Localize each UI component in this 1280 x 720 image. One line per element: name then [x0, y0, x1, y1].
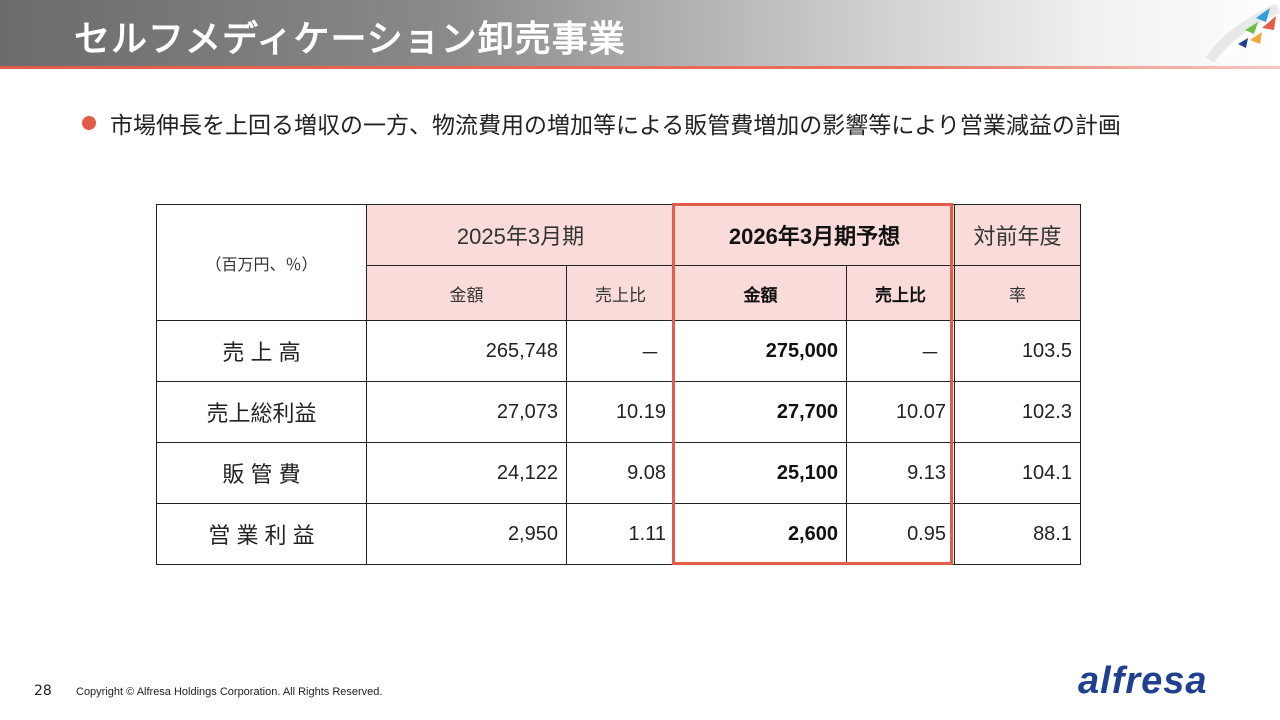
row-label: 売上総利益 [156, 381, 367, 443]
company-logo: alfresa [1078, 660, 1208, 702]
table-row: 販 管 費 24,122 9.08 25,100 9.13 104.1 [156, 442, 1081, 504]
plan-ratio: 10.07 [846, 381, 955, 443]
period-plan-header: 2026年3月期予想 [674, 204, 955, 266]
row-label: 営 業 利 益 [156, 503, 367, 565]
bullet-dot-icon [82, 116, 96, 130]
prev-amount: 24,122 [366, 442, 567, 504]
plan-amount: 27,700 [674, 381, 847, 443]
summary-text: 市場伸長を上回る増収の一方、物流費用の増加等による販管費増加の影響等により営業減… [110, 113, 1121, 139]
header-accent-line [0, 66, 1280, 69]
header-bar: セルフメディケーション卸売事業 [0, 0, 1280, 66]
yoy-rate-header: 率 [954, 265, 1081, 321]
plan-ratio: 9.13 [846, 442, 955, 504]
prev-amount: 265,748 [366, 320, 567, 382]
table-row: 売 上 高 265,748 － 275,000 － 103.5 [156, 320, 1081, 382]
prev-amount: 27,073 [366, 381, 567, 443]
row-label: 売 上 高 [156, 320, 367, 382]
prev-ratio: 9.08 [566, 442, 675, 504]
plan-ratio: － [846, 320, 955, 382]
page-title: セルフメディケーション卸売事業 [74, 19, 626, 60]
prev-ratio: 10.19 [566, 381, 675, 443]
prev-amount: 2,950 [366, 503, 567, 565]
financial-table: （百万円、％） 2025年3月期 2026年3月期予想 対前年度 金額 売上比 … [156, 204, 1081, 565]
brand-mark-icon [1205, 3, 1280, 64]
prev-ratio: － [566, 320, 675, 382]
yoy-rate: 102.3 [954, 381, 1081, 443]
table-row: 売上総利益 27,073 10.19 27,700 10.07 102.3 [156, 381, 1081, 443]
summary-bullet: 市場伸長を上回る増収の一方、物流費用の増加等による販管費増加の影響等により営業減… [82, 106, 1121, 140]
row-label: 販 管 費 [156, 442, 367, 504]
prev-amount-header: 金額 [366, 265, 567, 321]
plan-amount-header: 金額 [674, 265, 847, 321]
yoy-rate: 88.1 [954, 503, 1081, 565]
yoy-rate: 103.5 [954, 320, 1081, 382]
prev-ratio-header: 売上比 [566, 265, 675, 321]
page-number: 28 [34, 683, 52, 699]
plan-amount: 275,000 [674, 320, 847, 382]
unit-label: （百万円、％） [156, 204, 367, 321]
table-row: 営 業 利 益 2,950 1.11 2,600 0.95 88.1 [156, 503, 1081, 565]
plan-amount: 2,600 [674, 503, 847, 565]
yoy-header: 対前年度 [954, 204, 1081, 266]
plan-ratio-header: 売上比 [846, 265, 955, 321]
yoy-rate: 104.1 [954, 442, 1081, 504]
prev-ratio: 1.11 [566, 503, 675, 565]
period-prev-header: 2025年3月期 [366, 204, 675, 266]
copyright-text: Copyright © Alfresa Holdings Corporation… [76, 686, 383, 698]
plan-amount: 25,100 [674, 442, 847, 504]
plan-ratio: 0.95 [846, 503, 955, 565]
